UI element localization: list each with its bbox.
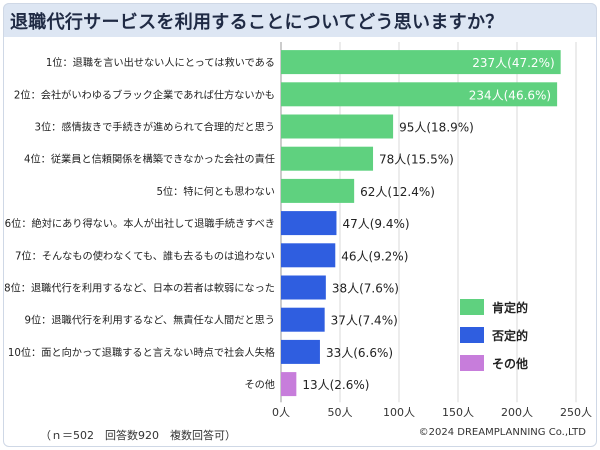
bar <box>281 50 561 75</box>
legend-swatch <box>460 327 484 343</box>
category-label: 8位：退職代行を利用するなど、日本の若者は軟弱になった <box>4 282 275 295</box>
legend-swatch <box>460 299 484 315</box>
x-tick-label: 150人 <box>442 406 474 419</box>
chart-title: 退職代行サービスを利用することについてどう思いますか？ <box>10 12 504 33</box>
category-label: 7位：そんなもの使わなくても、誰も去るものは追わない <box>15 249 275 262</box>
bar <box>281 211 337 236</box>
legend-swatch <box>460 355 484 371</box>
bar <box>281 307 325 332</box>
bar <box>281 275 326 300</box>
data-label: 37人(7.4%) <box>331 314 398 328</box>
category-label: 9位：退職代行を利用するなど、無責任な人間だと思う <box>25 314 275 327</box>
copyright-text: ©2024 DREAMPLANNING Co.,LTD <box>418 427 586 438</box>
category-label: 10位：面と向かって退職すると言えない時点で社会人失格 <box>8 346 275 359</box>
bar <box>281 243 336 268</box>
data-label: 237人(47.2%) <box>472 56 554 70</box>
legend-label: 肯定的 <box>492 300 529 315</box>
x-tick-label: 0人 <box>272 406 290 419</box>
bar <box>281 372 297 397</box>
x-tick-label: 50人 <box>328 406 353 419</box>
category-label: 4位：従業員と信頼関係を構築できなかった会社の責任 <box>24 153 275 166</box>
x-tick-label: 200人 <box>501 406 533 419</box>
bar <box>281 178 355 203</box>
data-label: 33人(6.6%) <box>326 346 393 360</box>
category-label: その他 <box>244 378 275 391</box>
legend: 肯定的 否定的 その他 <box>460 296 528 380</box>
legend-item: 肯定的 <box>460 296 528 318</box>
legend-label: 否定的 <box>492 328 529 343</box>
bar <box>281 114 394 139</box>
category-label: 3位：感情抜きで手続きが進められて合理的だと思う <box>35 121 276 134</box>
category-label: 1位：退職を言い出せない人にとっては救いである <box>46 56 275 69</box>
data-label: 47人(9.4%) <box>342 217 409 231</box>
data-label: 62人(12.4%) <box>360 185 435 199</box>
title-bar <box>3 3 597 37</box>
x-tick-label: 250人 <box>560 406 592 419</box>
category-label: 6位：絶対にあり得ない。本人が出社して退職手続きすべき <box>5 217 275 230</box>
chart-frame <box>3 3 597 447</box>
x-tick-label: 100人 <box>383 406 415 419</box>
legend-item: 否定的 <box>460 324 528 346</box>
data-label: 38人(7.6%) <box>332 282 399 296</box>
data-label: 46人(9.2%) <box>341 249 408 263</box>
data-label: 95人(18.9%) <box>399 121 474 135</box>
category-label: 2位：会社がいわゆるブラック企業であれば仕方ないかも <box>14 88 275 101</box>
legend-item: その他 <box>460 352 528 374</box>
data-label: 78人(15.5%) <box>379 153 454 167</box>
legend-label: その他 <box>492 356 529 371</box>
bar <box>281 146 374 171</box>
category-label: 5位：特に何とも思わない <box>156 185 275 198</box>
bar <box>281 339 320 364</box>
data-label: 234人(46.6%) <box>469 88 551 102</box>
sample-size-note: （ｎ＝502 回答数920 複数回答可） <box>40 429 236 442</box>
bar <box>281 82 558 107</box>
data-label: 13人(2.6%) <box>302 378 369 392</box>
